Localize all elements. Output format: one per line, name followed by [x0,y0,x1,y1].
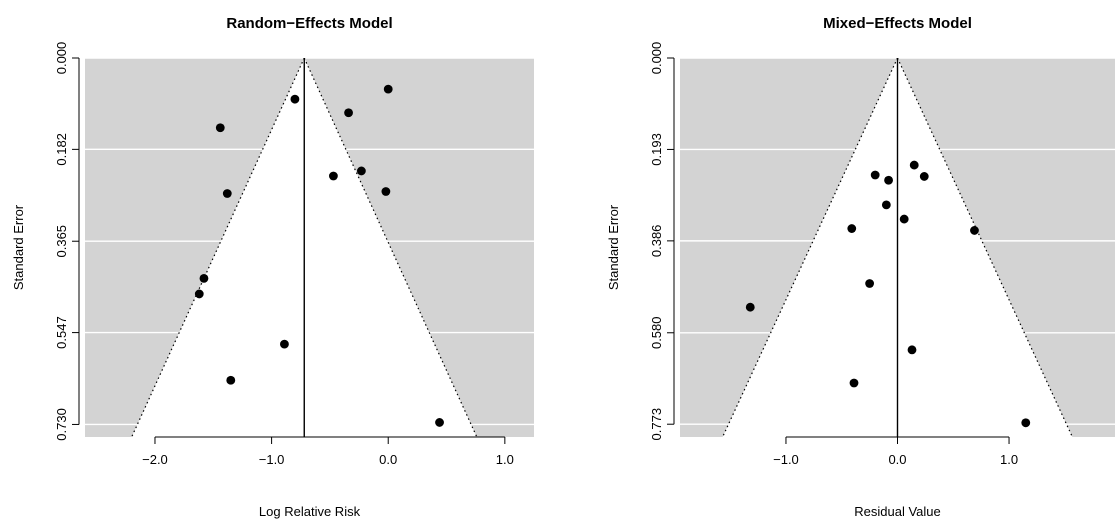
data-point [222,189,232,198]
chart-title: Random−Effects Model [226,15,392,32]
funnel-right-edge [303,58,478,437]
x-tick-label: 1.0 [1000,452,1018,467]
funnel-left-edge [131,58,305,437]
y-axis-label: Standard Error [11,204,26,290]
data-point [881,200,891,210]
x-tick-label: 1.0 [496,452,514,467]
data-point [290,94,300,104]
data-point [870,170,880,180]
data-point [907,345,917,355]
mixed-effects-panel: −1.0 0.0 1.0 0.000 0.193 0.386 0.580 0.773 Mixed… [606,15,1115,519]
y-tick-label: 0.000 [54,42,69,75]
y-tick-label: 0.365 [54,225,69,258]
data-point [847,224,857,233]
data-point [280,339,289,349]
x-tick-label: 0.0 [888,452,906,467]
data-point [435,418,444,427]
data-point [884,175,893,185]
data-point [865,279,875,288]
data-point [383,84,393,94]
y-tick-label: 0.193 [649,133,664,166]
data-point [199,273,209,283]
x-tick-label: 0.0 [379,452,397,467]
y-tick-label: 0.773 [649,408,664,441]
data-point [745,302,755,312]
data-point [344,108,353,118]
data-point [849,378,859,388]
y-tick-label: 0.000 [649,42,664,75]
x-axis-label: Residual Value [854,504,940,519]
data-point [970,226,979,235]
data-point [226,375,236,385]
funnel-left-edge [722,58,899,437]
chart-title: Mixed−Effects Model [823,15,972,32]
data-point [194,289,204,299]
random-effects-panel: −2.0 −1.0 0.0 1.0 0.000 0.182 0.365 0.547 0.730 R… [11,15,534,519]
y-tick-label: 0.580 [649,317,664,350]
y-tick-label: 0.386 [649,225,664,258]
data-point [919,172,929,181]
y-axis-label: Standard Error [606,204,621,290]
funnel-right-edge [896,58,1073,437]
data-point [356,166,366,176]
data-point [909,160,919,170]
x-tick-label: −1.0 [773,452,799,467]
x-tick-label: −1.0 [259,452,285,467]
y-tick-label: 0.730 [54,408,69,441]
data-point [215,123,225,133]
data-point [329,171,338,181]
y-tick-label: 0.547 [54,316,69,349]
data-point [381,187,391,196]
y-tick-label: 0.182 [54,133,69,166]
data-point [1021,418,1031,428]
x-tick-label: −2.0 [142,452,168,467]
x-axis-label: Log Relative Risk [259,504,361,519]
data-point [899,214,909,224]
